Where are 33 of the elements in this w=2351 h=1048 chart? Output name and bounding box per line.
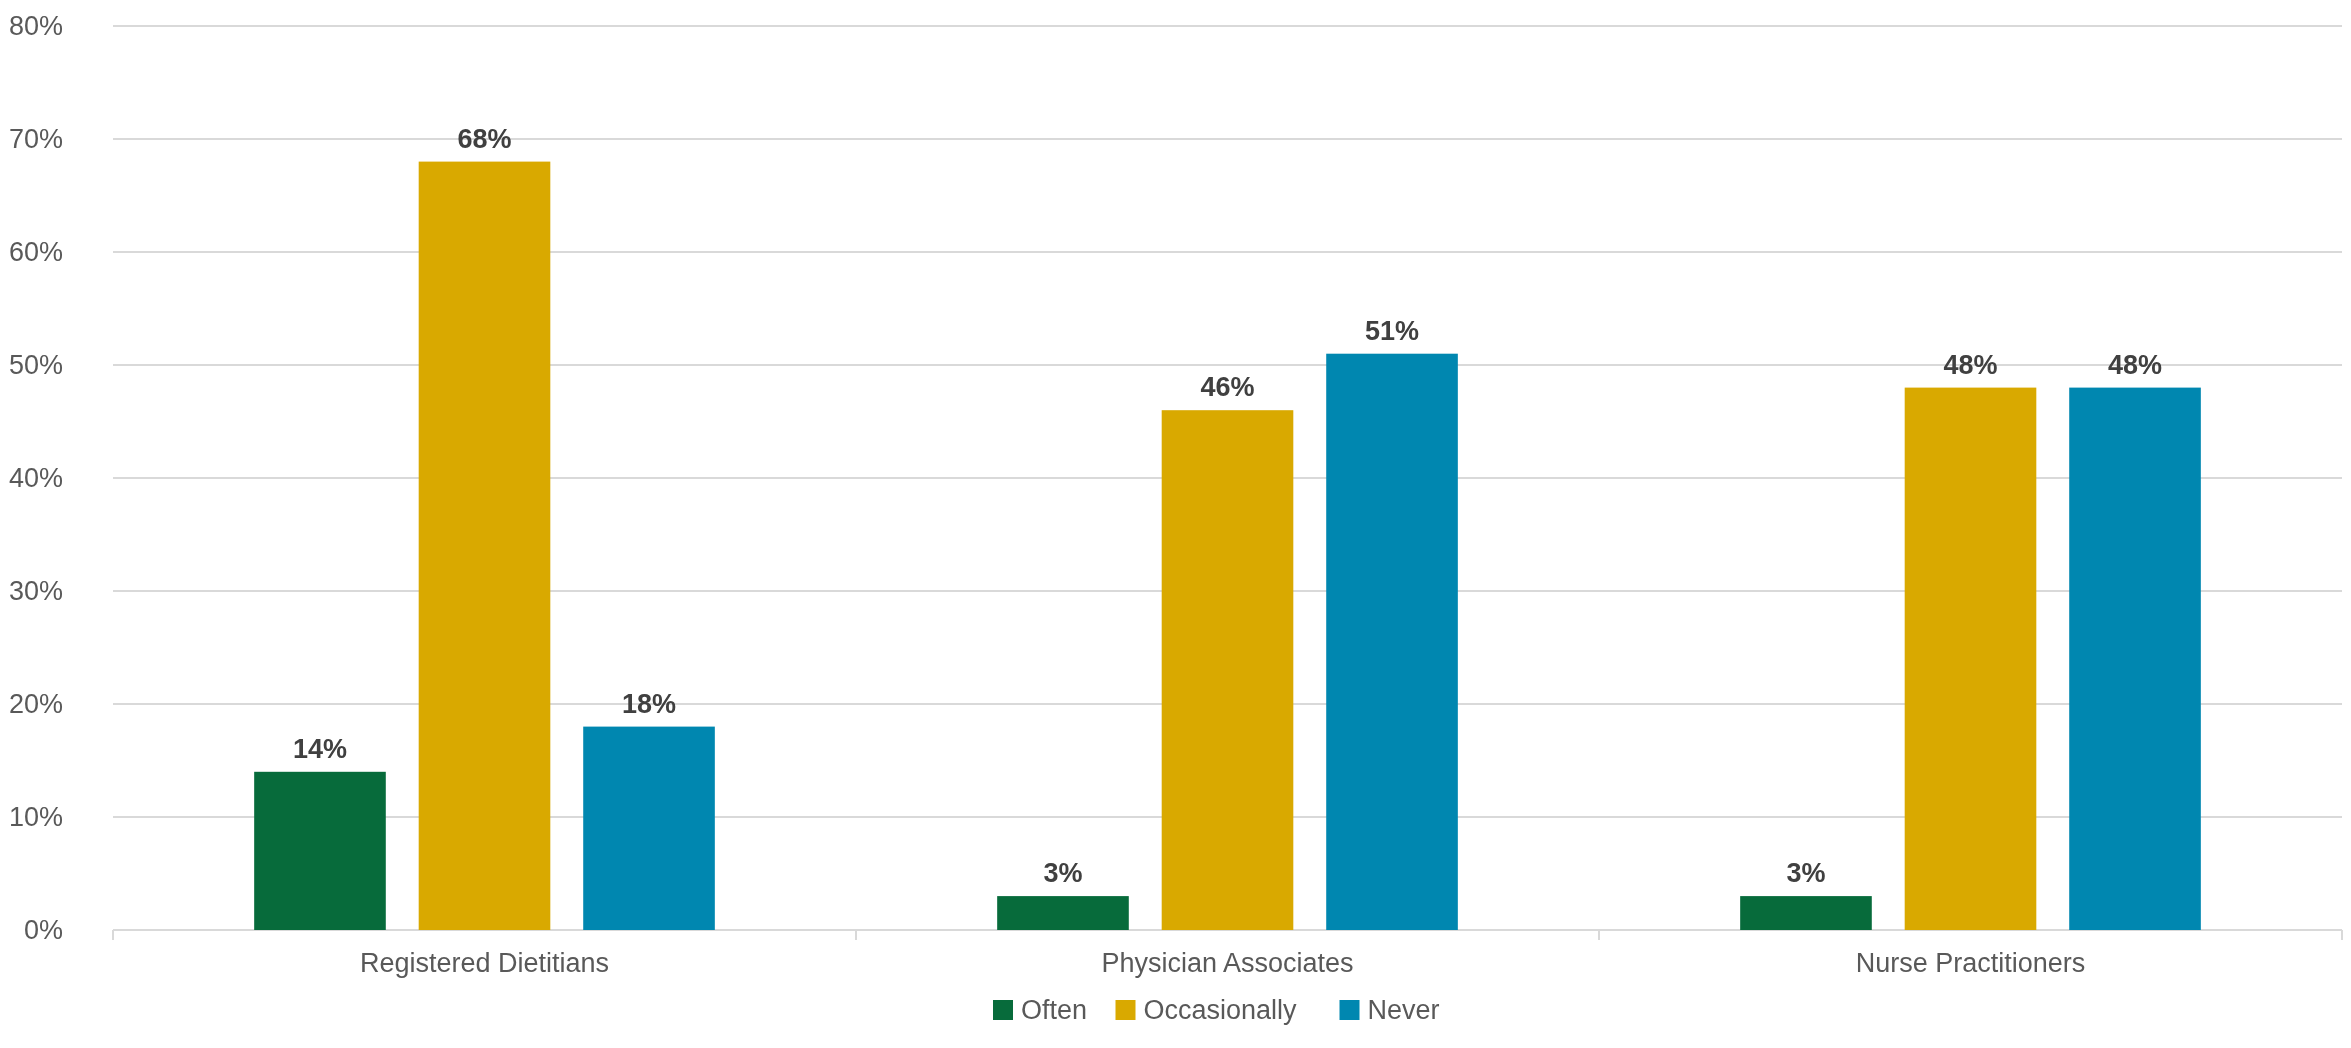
data-label: 18% — [622, 688, 677, 719]
y-tick-label: 50% — [8, 350, 63, 381]
y-tick-label: 10% — [8, 802, 63, 833]
data-label: 46% — [1200, 372, 1255, 403]
bar — [583, 726, 715, 930]
x-tick-label: Physician Associates — [1101, 948, 1354, 978]
bar — [1740, 896, 1872, 930]
bar — [418, 161, 551, 930]
data-label: 68% — [457, 123, 512, 154]
legend-label: Often — [1021, 995, 1088, 1026]
y-tick-label: 80% — [8, 11, 63, 42]
x-tick-label: Registered Dietitians — [359, 948, 610, 978]
data-label: 3% — [1043, 858, 1083, 889]
bar — [997, 896, 1129, 930]
legend-label: Occasionally — [1143, 995, 1298, 1026]
y-tick-label: 40% — [8, 463, 63, 494]
data-label: 3% — [1786, 858, 1826, 889]
y-tick-label: 20% — [8, 689, 63, 720]
y-tick-label: 0% — [23, 915, 63, 946]
bar — [2069, 387, 2201, 930]
data-label: 48% — [1943, 349, 1998, 380]
y-tick-label: 30% — [8, 576, 63, 607]
bar — [254, 771, 386, 930]
bar — [1326, 353, 1458, 930]
y-tick-label: 60% — [8, 237, 63, 268]
y-tick-label: 70% — [8, 124, 63, 155]
data-label: 14% — [292, 733, 347, 764]
x-tick-label: Nurse Practitioners — [1855, 948, 2086, 978]
bar — [1904, 387, 2037, 930]
bar — [1161, 410, 1294, 930]
data-label: 48% — [2108, 349, 2163, 380]
legend-label: Never — [1367, 995, 1440, 1026]
data-label: 51% — [1365, 315, 1420, 346]
